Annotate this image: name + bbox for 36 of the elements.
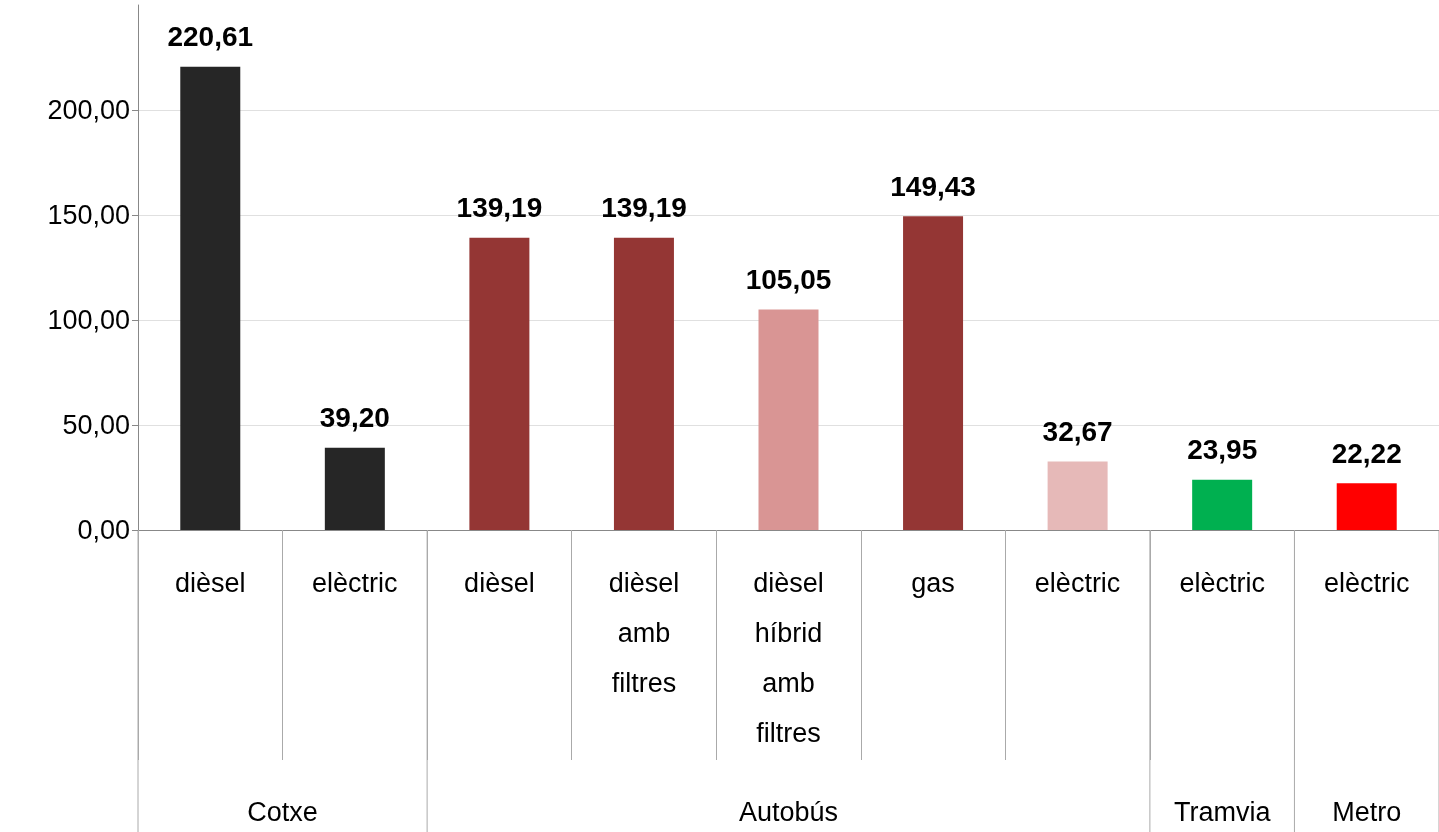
bar <box>469 237 530 530</box>
data-label: 149,43 <box>890 170 976 202</box>
y-tick-label: 200,00 <box>47 95 130 125</box>
y-tick-label: 0,00 <box>77 515 130 545</box>
text: Cotxe <box>247 797 318 827</box>
bar <box>613 237 674 530</box>
x-tick-label: elèctric <box>1034 568 1121 598</box>
x-tick-label: gas <box>911 568 955 598</box>
bar <box>180 66 241 530</box>
bar <box>324 447 385 530</box>
bar <box>1192 479 1253 530</box>
x-tick-label: elèctric <box>1179 568 1265 598</box>
data-label: 220,61 <box>167 21 254 53</box>
text: Metro <box>1332 797 1402 827</box>
y-tick-label: 150,00 <box>47 200 130 230</box>
x-tick-label: elèctric <box>1323 568 1410 598</box>
x-tick-label: dièsel híbrid amb filtres <box>753 568 824 748</box>
y-tick-label: 100,00 <box>47 305 130 335</box>
data-label: 105,05 <box>745 263 832 295</box>
data-label: 39,20 <box>319 402 390 434</box>
text: Autobús <box>738 797 839 827</box>
bar <box>758 309 819 530</box>
x-tick-label: elèctric <box>312 568 398 598</box>
data-label: 23,95 <box>1187 434 1258 466</box>
bar <box>1047 461 1108 530</box>
data-label: 139,19 <box>601 192 687 224</box>
bar <box>1336 483 1397 530</box>
x-tick-label: dièsel amb filtres <box>608 568 680 698</box>
x-tick-label: dièsel <box>175 568 246 598</box>
text: Tramvia <box>1173 797 1272 827</box>
x-tick-label: dièsel <box>464 568 535 598</box>
data-label: 22,22 <box>1331 437 1402 469</box>
y-tick-label: 50,00 <box>62 410 130 440</box>
data-label: 32,67 <box>1042 415 1113 447</box>
data-label: 139,19 <box>456 192 543 224</box>
bar <box>903 216 964 530</box>
